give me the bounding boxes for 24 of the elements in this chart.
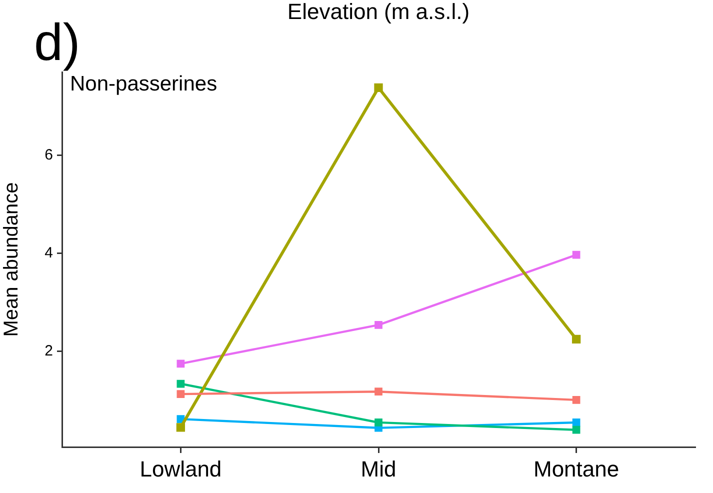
point [374,321,382,329]
point [374,418,382,426]
y-axis-title: Mean abundance [0,182,23,337]
text: Elevation (m a.s.l.) [287,0,470,24]
y-tick-label: 4 [44,244,53,262]
point [176,415,185,423]
point [572,426,580,434]
point [176,390,185,398]
point [176,423,186,432]
x-tick-label: Montane [534,456,620,482]
point [374,83,383,92]
point [572,250,580,259]
y-tick-label: 6 [44,146,53,164]
point [572,396,580,404]
x-tick-label: Lowland [140,456,222,482]
y-tick-label: 2 [44,342,53,360]
point [176,360,185,368]
x-tick-label: Mid [360,456,396,482]
point [374,388,382,396]
point [572,334,581,344]
point [572,418,580,426]
annotation: Non-passerines [70,72,218,96]
point [176,380,185,388]
chart-title: d) [34,14,80,72]
